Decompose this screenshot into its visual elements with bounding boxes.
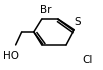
Text: HO: HO: [3, 51, 19, 61]
Text: S: S: [75, 17, 81, 27]
Text: Br: Br: [40, 5, 52, 15]
Text: Cl: Cl: [82, 55, 92, 65]
